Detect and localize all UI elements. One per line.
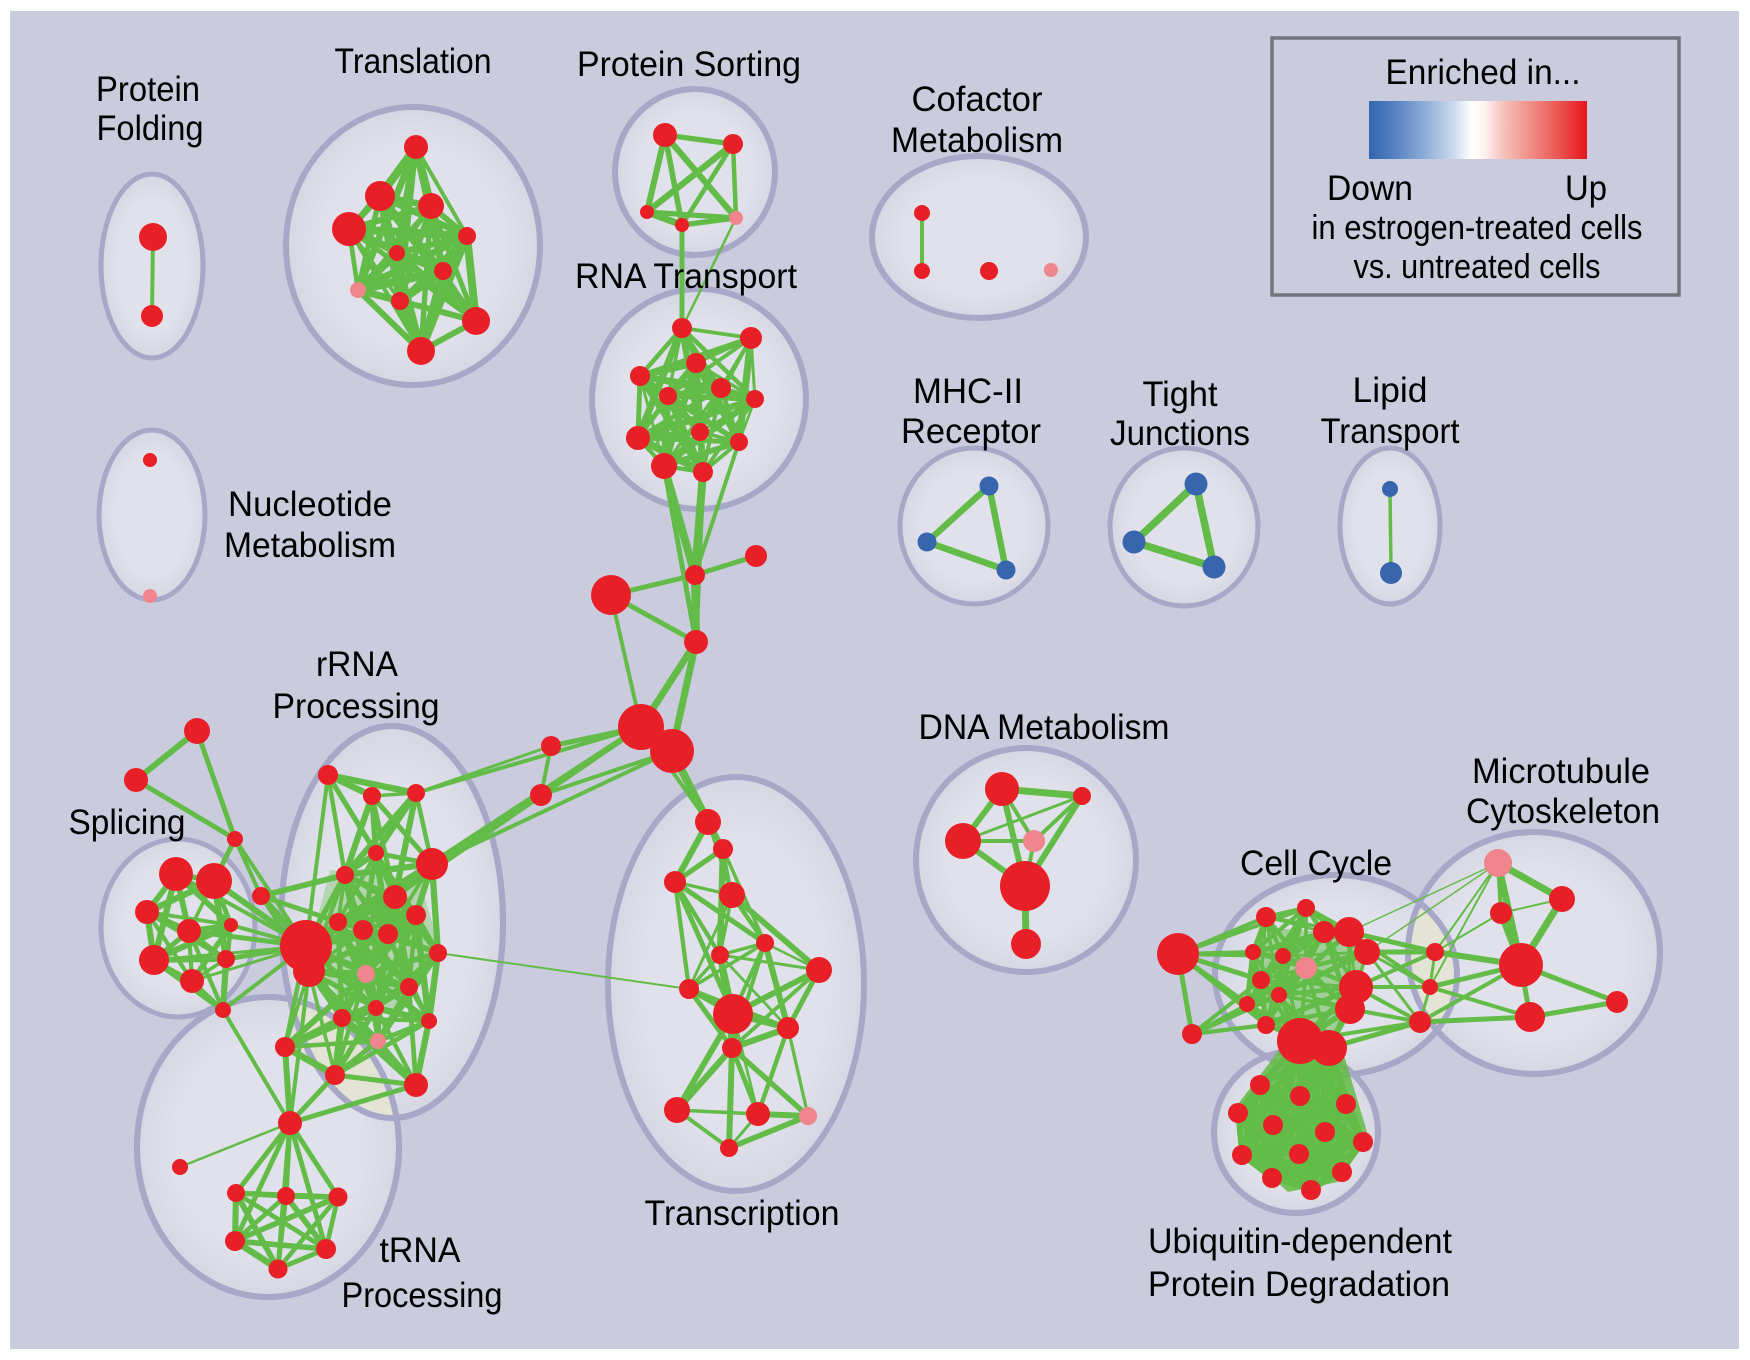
svg-text:Translation: Translation [335,42,492,81]
svg-text:Processing: Processing [273,687,440,726]
svg-text:Splicing: Splicing [69,803,186,842]
svg-text:Up: Up [1565,169,1607,208]
svg-text:Cytoskeleton: Cytoskeleton [1466,792,1660,831]
svg-text:Protein Sorting: Protein Sorting [577,45,801,84]
svg-text:Down: Down [1327,169,1413,208]
svg-text:Receptor: Receptor [901,412,1041,451]
svg-text:Metabolism: Metabolism [891,121,1063,160]
svg-text:Ubiquitin-dependent: Ubiquitin-dependent [1148,1222,1452,1261]
svg-text:Processing: Processing [342,1276,503,1315]
svg-text:Enriched in...: Enriched in... [1386,53,1581,92]
svg-text:Cofactor: Cofactor [912,80,1043,119]
svg-text:RNA Transport: RNA Transport [575,257,797,296]
svg-text:Cell Cycle: Cell Cycle [1240,844,1392,883]
svg-text:Folding: Folding [97,109,204,148]
svg-text:in estrogen-treated cells: in estrogen-treated cells [1312,209,1643,247]
svg-text:tRNA: tRNA [380,1231,462,1270]
svg-text:Junctions: Junctions [1110,414,1250,453]
svg-text:Tight: Tight [1143,375,1218,414]
svg-text:rRNA: rRNA [316,645,399,684]
svg-text:Microtubule: Microtubule [1472,752,1650,791]
svg-text:Protein: Protein [96,70,200,109]
svg-text:Transport: Transport [1321,412,1460,451]
svg-text:Metabolism: Metabolism [224,526,396,565]
svg-text:Transcription: Transcription [645,1194,840,1233]
svg-text:DNA Metabolism: DNA Metabolism [919,708,1170,747]
svg-text:Protein Degradation: Protein Degradation [1148,1265,1450,1304]
svg-text:vs. untreated cells: vs. untreated cells [1354,248,1601,286]
svg-text:Nucleotide: Nucleotide [228,485,392,524]
svg-text:MHC-II: MHC-II [913,372,1023,411]
svg-text:Lipid: Lipid [1353,371,1428,410]
